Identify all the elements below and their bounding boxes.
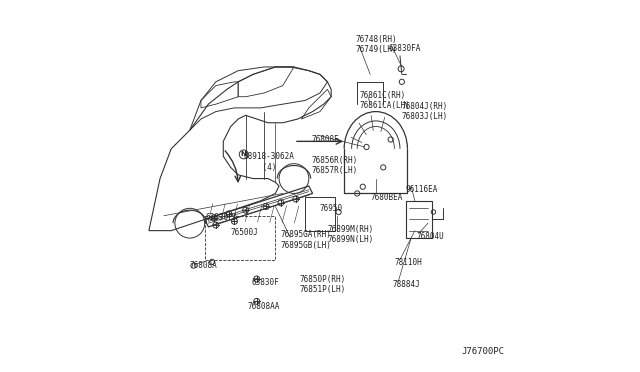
Text: 76856R(RH)
76857R(LH): 76856R(RH) 76857R(LH) <box>312 156 358 175</box>
Text: 63830F: 63830F <box>251 278 279 287</box>
Text: 76500J: 76500J <box>231 228 259 237</box>
Text: 76899M(RH)
76899N(LH): 76899M(RH) 76899N(LH) <box>328 225 374 244</box>
Text: 63830FA: 63830FA <box>205 213 238 222</box>
Text: 76850P(RH)
76851P(LH): 76850P(RH) 76851P(LH) <box>300 275 346 294</box>
Text: 7680BEA: 7680BEA <box>370 193 403 202</box>
Text: 78110H: 78110H <box>394 258 422 267</box>
Text: J76700PC: J76700PC <box>461 347 504 356</box>
Text: 08918-3062A
    (4): 08918-3062A (4) <box>244 152 294 171</box>
Text: 63830FA: 63830FA <box>389 44 421 53</box>
Text: 96116EA: 96116EA <box>406 185 438 194</box>
Text: 76895GA(RH)
76895GB(LH): 76895GA(RH) 76895GB(LH) <box>281 230 332 250</box>
Text: 76808A: 76808A <box>190 262 218 270</box>
Text: N: N <box>241 151 246 157</box>
Text: 78884J: 78884J <box>392 280 420 289</box>
Text: 76950: 76950 <box>320 204 343 213</box>
Text: 76808E: 76808E <box>312 135 340 144</box>
Text: 76804J(RH)
76803J(LH): 76804J(RH) 76803J(LH) <box>402 102 448 121</box>
Text: 76748(RH)
76749(LH): 76748(RH) 76749(LH) <box>355 35 397 54</box>
Text: 76861C(RH)
76861CA(LH): 76861C(RH) 76861CA(LH) <box>359 91 410 110</box>
Text: 76804U: 76804U <box>417 232 444 241</box>
Text: 76808AA: 76808AA <box>248 302 280 311</box>
